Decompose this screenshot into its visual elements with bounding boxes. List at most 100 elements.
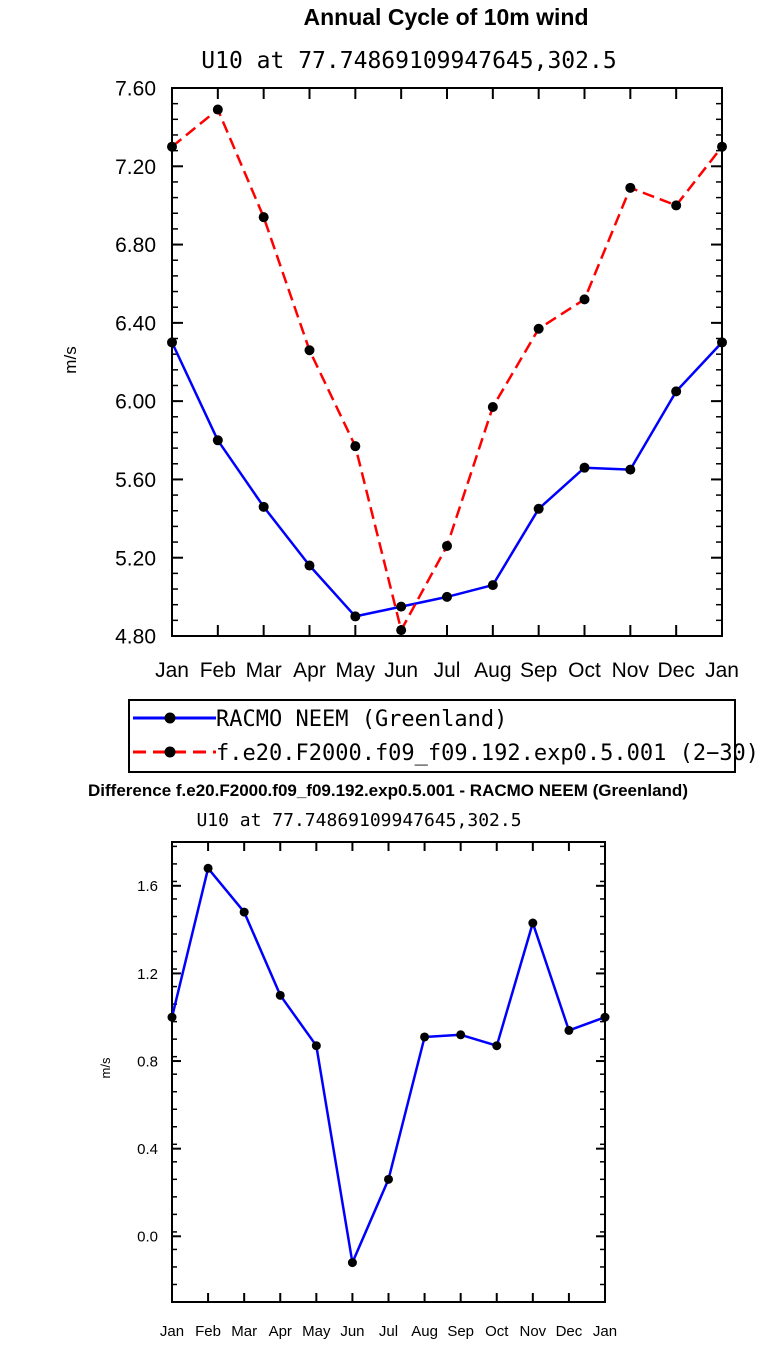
chart1-series-layer: [167, 104, 727, 636]
data-point: [528, 918, 538, 928]
x-tick-label: Jan: [705, 659, 739, 682]
data-point: [442, 591, 452, 602]
data-point: [625, 182, 636, 193]
x-tick-label: Jan: [155, 659, 189, 682]
data-point: [717, 337, 727, 348]
x-tick-label: Feb: [200, 659, 236, 682]
chart1-x-tick-labels: Jan Feb Mar Apr May Jun Jul Aug Sep Oct Nov Dec Jan: [155, 659, 739, 682]
data-point: [275, 990, 285, 1000]
chart2-y-axis-label: m/s: [98, 1057, 113, 1078]
data-point: [384, 1174, 393, 1184]
series-line: [170, 867, 606, 1264]
legend-label-model: f.e20.F2000.f09_f09.192.exp0.5.001 (2−30…: [216, 741, 759, 766]
data-point: [671, 200, 682, 211]
data-point: [396, 601, 407, 612]
series-line: [171, 108, 723, 632]
data-point: [533, 323, 544, 334]
data-point: [167, 1012, 177, 1022]
data-point: [258, 501, 269, 512]
chart2-subtitle: U10 at 77.74869109947645,302.5: [196, 810, 521, 831]
legend-marker-racmo: [164, 712, 176, 724]
y-tick-label: 1.2: [137, 966, 158, 983]
data-point: [579, 462, 590, 473]
x-tick-label: Jun: [340, 1323, 364, 1340]
data-point: [487, 402, 498, 413]
y-tick-label: 0.4: [137, 1141, 158, 1158]
chart2-ticks: [171, 842, 606, 1303]
data-point: [212, 104, 223, 115]
x-tick-label: Sep: [447, 1323, 474, 1340]
x-tick-label: Aug: [474, 659, 511, 682]
x-tick-label: Nov: [519, 1323, 546, 1340]
data-point: [492, 1041, 502, 1051]
data-point: [350, 611, 361, 622]
y-tick-label: 1.6: [137, 878, 158, 895]
chart1-legend: RACMO NEEM (Greenland) f.e20.F2000.f09_f…: [128, 699, 759, 773]
x-tick-label: Apr: [269, 1323, 292, 1340]
data-point: [167, 337, 177, 348]
annual-cycle-chart: Annual Cycle of 10m wind U10 at 77.74869…: [61, 4, 759, 773]
series-line: [170, 341, 723, 618]
data-point: [347, 1258, 357, 1268]
data-point: [239, 907, 249, 917]
x-tick-label: Sep: [520, 659, 557, 682]
chart1-plot-frame: [171, 87, 723, 637]
legend-label-racmo: RACMO NEEM (Greenland): [216, 707, 507, 732]
y-tick-label: 6.00: [115, 391, 156, 414]
data-point: [167, 141, 177, 152]
x-tick-label: Aug: [411, 1323, 438, 1340]
data-point: [487, 580, 498, 591]
x-tick-label: May: [335, 659, 375, 682]
y-tick-label: 4.80: [115, 626, 156, 649]
y-tick-label: 5.20: [115, 547, 156, 570]
chart1-y-tick-labels: 4.80 5.20 5.60 6.00 6.40 6.80 7.20 7.60: [115, 78, 156, 649]
chart1-subtitle: U10 at 77.74869109947645,302.5: [201, 48, 616, 74]
data-point: [350, 441, 361, 452]
data-point: [304, 560, 315, 571]
data-point: [442, 540, 452, 551]
data-point: [420, 1032, 430, 1042]
x-tick-label: Nov: [612, 659, 650, 682]
y-tick-label: 7.20: [115, 156, 156, 179]
data-point: [625, 464, 636, 475]
y-tick-label: 0.0: [137, 1229, 158, 1246]
y-tick-label: 7.60: [115, 78, 156, 101]
data-point: [671, 386, 682, 397]
data-point: [456, 1030, 466, 1040]
data-point: [258, 212, 269, 223]
y-tick-label: 6.80: [115, 234, 156, 257]
x-tick-label: Dec: [556, 1323, 583, 1340]
chart2-title: Difference f.e20.F2000.f09_f09.192.exp0.…: [88, 781, 688, 800]
x-tick-label: Mar: [246, 659, 282, 682]
chart1-y-axis-label: m/s: [61, 346, 80, 373]
data-point: [533, 503, 544, 514]
data-point: [717, 141, 727, 152]
chart2-y-tick-labels: 0.0 0.4 0.8 1.2 1.6: [137, 878, 158, 1245]
data-point: [212, 435, 223, 446]
x-tick-label: Oct: [485, 1323, 509, 1340]
y-tick-label: 0.8: [137, 1053, 158, 1070]
data-point: [304, 345, 315, 356]
chart1-ticks: [171, 87, 723, 637]
x-tick-label: Dec: [657, 659, 694, 682]
chart2-series-layer: [167, 863, 610, 1268]
x-tick-label: Jan: [593, 1323, 617, 1340]
data-point: [579, 294, 590, 305]
x-tick-label: May: [302, 1323, 331, 1340]
difference-chart: Difference f.e20.F2000.f09_f09.192.exp0.…: [88, 781, 688, 1340]
y-tick-label: 6.40: [115, 312, 156, 335]
legend-marker-model: [164, 746, 176, 758]
legend-box: [128, 699, 736, 773]
data-point: [311, 1041, 321, 1051]
x-tick-label: Jul: [379, 1323, 398, 1340]
x-tick-label: Mar: [231, 1323, 257, 1340]
data-point: [396, 625, 407, 636]
x-tick-label: Feb: [195, 1323, 221, 1340]
y-tick-label: 5.60: [115, 469, 156, 492]
chart1-title: Annual Cycle of 10m wind: [304, 4, 589, 30]
x-tick-label: Oct: [568, 659, 601, 682]
x-tick-label: Jun: [384, 659, 418, 682]
data-point: [564, 1025, 574, 1035]
chart2-x-tick-labels: Jan Feb Mar Apr May Jun Jul Aug Sep Oct Nov Dec Jan: [160, 1323, 617, 1340]
